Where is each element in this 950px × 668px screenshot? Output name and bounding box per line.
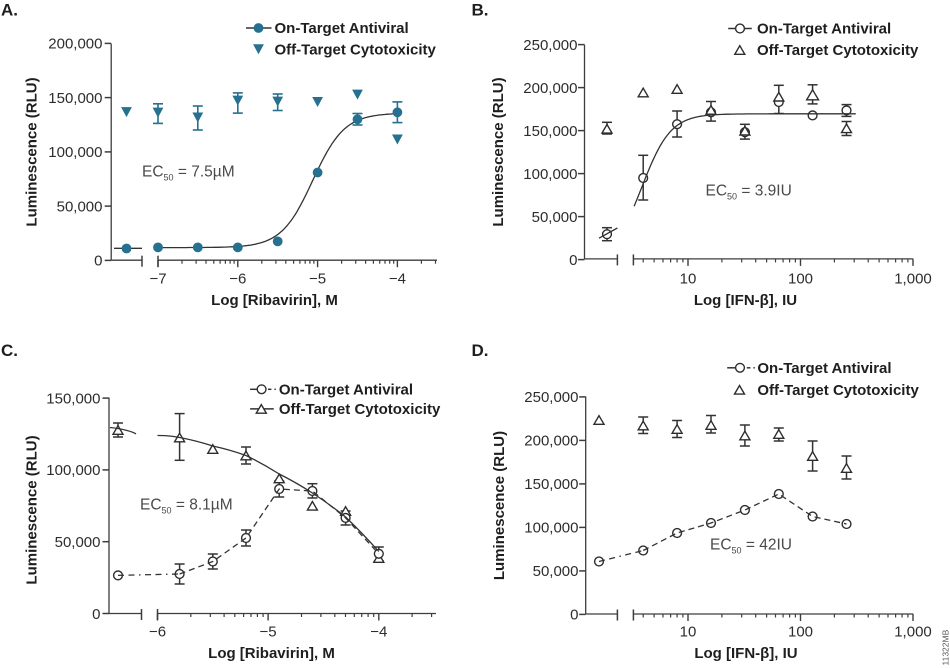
svg-text:−6: −6 xyxy=(149,624,166,641)
svg-text:200,000: 200,000 xyxy=(524,433,578,450)
svg-text:0: 0 xyxy=(94,253,102,270)
svg-text:100,000: 100,000 xyxy=(523,166,577,183)
svg-text:50,000: 50,000 xyxy=(532,209,578,226)
svg-text:−4: −4 xyxy=(370,624,387,641)
svg-text:0: 0 xyxy=(570,607,578,624)
svg-text:100,000: 100,000 xyxy=(524,520,578,537)
svg-text:1,000: 1,000 xyxy=(894,624,932,641)
svg-text:B.: B. xyxy=(472,1,489,20)
svg-text:250,000: 250,000 xyxy=(523,37,577,54)
svg-text:100: 100 xyxy=(788,271,813,288)
svg-text:50,000: 50,000 xyxy=(55,534,101,551)
svg-text:Log [Ribavirin], M: Log [Ribavirin], M xyxy=(208,645,335,662)
svg-text:On-Target Antiviral: On-Target Antiviral xyxy=(275,20,409,37)
svg-text:150,000: 150,000 xyxy=(524,476,578,493)
svg-text:150,000: 150,000 xyxy=(46,390,100,407)
svg-text:Log [IFN-β], IU: Log [IFN-β], IU xyxy=(694,645,797,662)
svg-text:−6: −6 xyxy=(229,271,246,288)
svg-text:150,000: 150,000 xyxy=(523,123,577,140)
svg-text:−5: −5 xyxy=(260,624,277,641)
svg-text:100: 100 xyxy=(788,624,813,641)
svg-text:D.: D. xyxy=(472,341,489,360)
svg-text:Off-Target Cytotoxicity: Off-Target Cytotoxicity xyxy=(279,401,441,418)
svg-text:Off-Target Cytotoxicity: Off-Target Cytotoxicity xyxy=(757,382,919,399)
svg-text:Off-Target Cytotoxicity: Off-Target Cytotoxicity xyxy=(275,42,437,59)
svg-text:100,000: 100,000 xyxy=(46,462,100,479)
svg-text:A.: A. xyxy=(1,1,18,20)
svg-text:11322MB: 11322MB xyxy=(941,629,950,665)
svg-text:−4: −4 xyxy=(389,271,406,288)
svg-text:50,000: 50,000 xyxy=(533,563,579,580)
svg-text:On-Target Antiviral: On-Target Antiviral xyxy=(757,21,891,38)
svg-text:C.: C. xyxy=(1,341,18,360)
svg-text:150,000: 150,000 xyxy=(48,90,102,107)
svg-text:EC50 = 3.9IU: EC50 = 3.9IU xyxy=(706,183,792,202)
svg-text:10: 10 xyxy=(680,271,697,288)
svg-text:On-Target Antiviral: On-Target Antiviral xyxy=(279,382,413,399)
svg-text:−5: −5 xyxy=(309,271,326,288)
svg-text:0: 0 xyxy=(92,606,100,623)
svg-text:Luminescence (RLU): Luminescence (RLU) xyxy=(24,435,41,584)
svg-text:200,000: 200,000 xyxy=(523,80,577,97)
svg-text:Off-Target Cytotoxicity: Off-Target Cytotoxicity xyxy=(757,42,919,59)
svg-text:100,000: 100,000 xyxy=(48,144,102,161)
svg-text:EC50 = 7.5µM: EC50 = 7.5µM xyxy=(142,164,235,183)
svg-text:EC50 = 42IU: EC50 = 42IU xyxy=(710,537,792,556)
svg-text:200,000: 200,000 xyxy=(48,36,102,53)
svg-text:Luminescence (RLU): Luminescence (RLU) xyxy=(490,77,507,226)
svg-text:50,000: 50,000 xyxy=(57,198,103,215)
svg-text:On-Target Antiviral: On-Target Antiviral xyxy=(757,360,891,377)
svg-text:250,000: 250,000 xyxy=(524,389,578,406)
svg-text:0: 0 xyxy=(569,252,577,269)
svg-text:Log [IFN-β], IU: Log [IFN-β], IU xyxy=(694,292,797,309)
svg-text:−7: −7 xyxy=(149,271,166,288)
svg-text:EC50 = 8.1µM: EC50 = 8.1µM xyxy=(140,497,233,516)
svg-text:1,000: 1,000 xyxy=(894,271,932,288)
svg-text:Luminescence (RLU): Luminescence (RLU) xyxy=(24,77,41,226)
svg-text:10: 10 xyxy=(680,624,697,641)
svg-text:Log [Ribavirin], M: Log [Ribavirin], M xyxy=(211,292,338,309)
svg-text:Luminescence (RLU): Luminescence (RLU) xyxy=(491,431,508,580)
